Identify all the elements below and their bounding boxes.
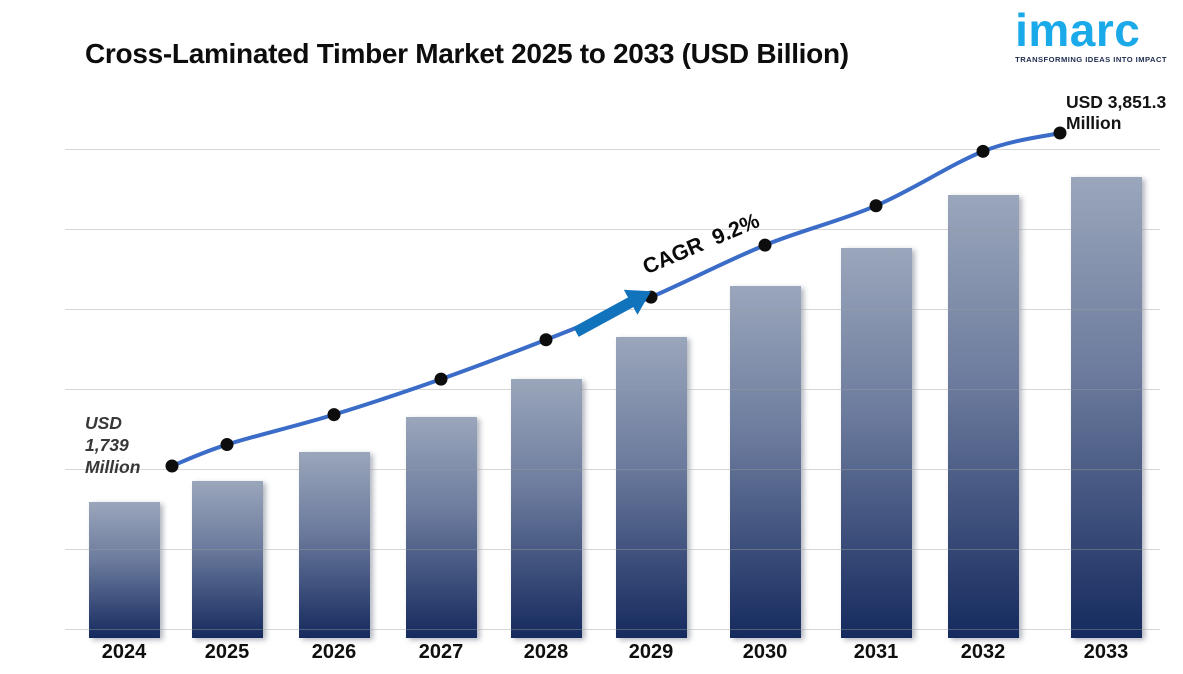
bar-2024 (88, 502, 160, 638)
line-point-2032 (976, 144, 990, 158)
gridline (65, 469, 1160, 470)
bar-2025 (191, 481, 263, 638)
x-axis-label-2028: 2028 (523, 641, 569, 663)
gridline (65, 229, 1160, 230)
logo-text: imarc (1015, 4, 1141, 56)
x-axis-label-2030: 2030 (742, 641, 788, 663)
line-point-2024 (165, 459, 179, 473)
bar-2030 (729, 286, 801, 638)
gridline (65, 549, 1160, 550)
start-value-line: USD (85, 413, 122, 433)
cagr-label: CAGR 9.2% (639, 208, 763, 280)
start-value-line: 1,739 (85, 435, 129, 456)
bar-2026 (298, 451, 370, 638)
end-value-label: USD 3,851.3 Million (1066, 92, 1166, 135)
bar-2031 (840, 247, 912, 638)
end-value-line: Million (1066, 113, 1122, 134)
bar-2027 (405, 417, 477, 638)
logo-tagline: TRANSFORMING IDEAS INTO IMPACT (1015, 55, 1167, 65)
x-axis-label-2025: 2025 (204, 641, 250, 663)
bar-2029 (615, 337, 687, 638)
page-title: Cross-Laminated Timber Market 2025 to 20… (85, 38, 849, 69)
gridline (65, 389, 1160, 390)
x-axis-label-2031: 2031 (853, 641, 899, 663)
x-axis-label-2032: 2032 (960, 641, 1006, 663)
line-point-2030 (758, 238, 772, 252)
bar-2033 (1070, 177, 1142, 638)
line-point-2025 (220, 438, 234, 452)
x-axis-label-2024: 2024 (101, 641, 147, 663)
gridline (65, 629, 1160, 630)
x-axis-label-2026: 2026 (311, 641, 357, 663)
end-value-line: USD 3,851.3 (1066, 92, 1167, 112)
line-point-2026 (327, 408, 341, 422)
line-point-2028 (539, 333, 553, 347)
x-axis-label-2029: 2029 (628, 641, 674, 663)
x-axis-label-2027: 2027 (418, 641, 464, 663)
brand-logo: imarc TRANSFORMING IDEAS INTO IMPACT (1015, 4, 1167, 65)
line-point-2033 (1053, 126, 1067, 140)
cagr-arrow-icon (573, 289, 651, 337)
gridline (65, 149, 1160, 150)
start-value-line: Million (85, 457, 141, 478)
bar-2032 (947, 194, 1019, 638)
bar-2028 (510, 378, 582, 638)
x-axis-label-2033: 2033 (1083, 641, 1129, 663)
line-point-2031 (869, 199, 883, 213)
line-point-2027 (434, 372, 448, 386)
start-value-label: USD 1,739 Million (85, 412, 140, 478)
